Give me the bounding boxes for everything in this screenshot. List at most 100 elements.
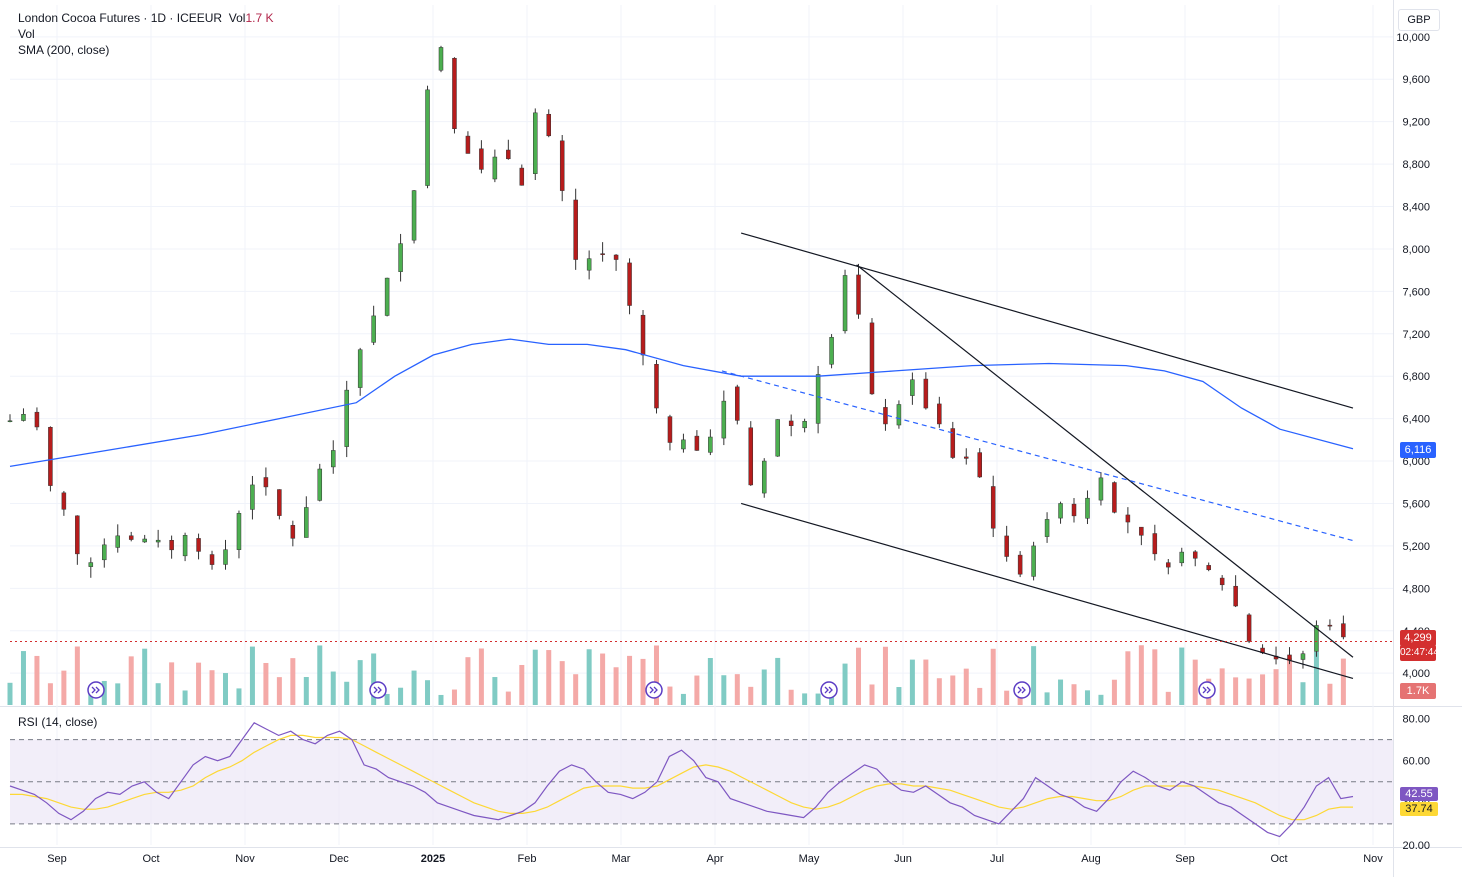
rsi-value-badge: 42.55 bbox=[1400, 787, 1438, 801]
price-tick-label: 10,000 bbox=[1396, 32, 1430, 44]
volume-bar bbox=[923, 659, 929, 705]
rsi-tick-label: 60.00 bbox=[1402, 756, 1430, 768]
volume-bar bbox=[559, 661, 565, 705]
candle-body bbox=[600, 253, 605, 255]
candle-body bbox=[1017, 554, 1023, 575]
candle-body bbox=[1058, 503, 1063, 519]
currency-selector[interactable]: GBP bbox=[1398, 9, 1440, 31]
volume-bar bbox=[707, 658, 713, 705]
candle-body bbox=[1004, 535, 1009, 557]
symbol-legend: London Cocoa Futures · 1D · ICEEUR Vol1.… bbox=[18, 10, 273, 26]
trendline bbox=[856, 264, 1354, 658]
volume-bar bbox=[1071, 684, 1077, 705]
volume-bar bbox=[1273, 669, 1279, 705]
volume-bar bbox=[330, 671, 336, 705]
volume-bar bbox=[1084, 690, 1090, 705]
volume-bar bbox=[1165, 691, 1171, 705]
volume-bar bbox=[815, 693, 821, 705]
candle-body bbox=[640, 314, 646, 356]
candle-body bbox=[1139, 526, 1144, 536]
volume-bar bbox=[142, 648, 148, 705]
candle-body bbox=[1192, 551, 1198, 559]
volume-bar bbox=[438, 694, 444, 705]
volume-bar bbox=[425, 680, 431, 705]
volume-bar bbox=[169, 662, 175, 705]
candle-body bbox=[438, 47, 444, 71]
time-tick-label: Aug bbox=[1081, 853, 1101, 865]
price-tick-label: 7,200 bbox=[1402, 329, 1430, 341]
volume-bar bbox=[1004, 690, 1010, 705]
time-tick-label: 2025 bbox=[421, 853, 445, 865]
volume-bar bbox=[505, 691, 511, 705]
volume-bar bbox=[963, 668, 969, 705]
candle-body bbox=[128, 535, 134, 540]
volume-bar bbox=[936, 678, 942, 705]
volume-bar bbox=[627, 655, 633, 705]
price-tick-label: 4,800 bbox=[1402, 583, 1430, 595]
volume-bar bbox=[519, 664, 525, 705]
volume-bar bbox=[613, 667, 619, 705]
news-icon bbox=[1013, 681, 1031, 699]
volume-bar bbox=[950, 675, 956, 705]
price-axis-border bbox=[1393, 0, 1394, 877]
price-tick-label: 6,000 bbox=[1402, 456, 1430, 468]
price-tick-label: 8,800 bbox=[1402, 159, 1430, 171]
candle-body bbox=[506, 149, 511, 160]
candle-body bbox=[533, 112, 538, 174]
volume-bar bbox=[209, 670, 215, 705]
volume-bar bbox=[882, 646, 888, 705]
candle-body bbox=[48, 426, 53, 486]
candle-body bbox=[694, 435, 700, 451]
volume-bar bbox=[357, 660, 363, 705]
volume-bar bbox=[276, 677, 282, 705]
volume-indicator-label[interactable]: Vol bbox=[18, 27, 35, 41]
volume-bar bbox=[721, 675, 727, 705]
volume-bar bbox=[236, 688, 242, 705]
volume-bar bbox=[61, 670, 67, 705]
price-tick-label: 5,200 bbox=[1402, 541, 1430, 553]
rsi-indicator-label[interactable]: RSI (14, close) bbox=[18, 715, 98, 729]
volume-bars bbox=[7, 645, 1346, 705]
time-tick-label: Oct bbox=[142, 853, 159, 865]
volume-bar bbox=[1300, 682, 1306, 705]
candle-body bbox=[1085, 497, 1090, 519]
candle-body bbox=[667, 416, 673, 443]
candle-body bbox=[1300, 653, 1306, 660]
volume-bar bbox=[1125, 651, 1131, 705]
price-tick-label: 6,400 bbox=[1402, 414, 1430, 426]
candle-body bbox=[573, 199, 578, 260]
candle-body bbox=[330, 450, 336, 468]
volume-bar bbox=[182, 690, 188, 705]
time-tick-label: Apr bbox=[706, 853, 723, 865]
price-tick-label: 9,200 bbox=[1402, 117, 1430, 129]
volume-bar bbox=[1138, 645, 1144, 705]
volume-bar bbox=[155, 683, 161, 705]
candle-body bbox=[384, 277, 390, 316]
candle-body bbox=[236, 513, 242, 550]
news-icon bbox=[369, 681, 387, 699]
volume-bar bbox=[1246, 678, 1252, 705]
volume-bar bbox=[694, 675, 700, 705]
candle-body bbox=[75, 515, 80, 555]
volume-bar bbox=[20, 651, 26, 705]
candle-body bbox=[990, 486, 996, 529]
sma-indicator-label[interactable]: SMA (200, close) bbox=[18, 43, 110, 57]
candle-body bbox=[788, 420, 794, 426]
volume-bar bbox=[1111, 679, 1117, 705]
candle-body bbox=[479, 148, 484, 170]
candle-body bbox=[1219, 577, 1225, 586]
candle-body bbox=[452, 57, 457, 129]
candle-body bbox=[856, 274, 861, 315]
trendline bbox=[740, 502, 1354, 680]
volume-bar bbox=[1152, 649, 1158, 705]
candle-body bbox=[815, 374, 821, 424]
candle-body bbox=[1152, 533, 1158, 555]
volume-bar bbox=[478, 648, 484, 705]
candle-body bbox=[263, 477, 269, 488]
candle-body bbox=[1098, 477, 1104, 501]
dashed-trendline bbox=[721, 370, 1354, 542]
time-tick-label: Feb bbox=[518, 853, 537, 865]
candle-body bbox=[61, 492, 67, 510]
volume-bar bbox=[775, 657, 781, 705]
